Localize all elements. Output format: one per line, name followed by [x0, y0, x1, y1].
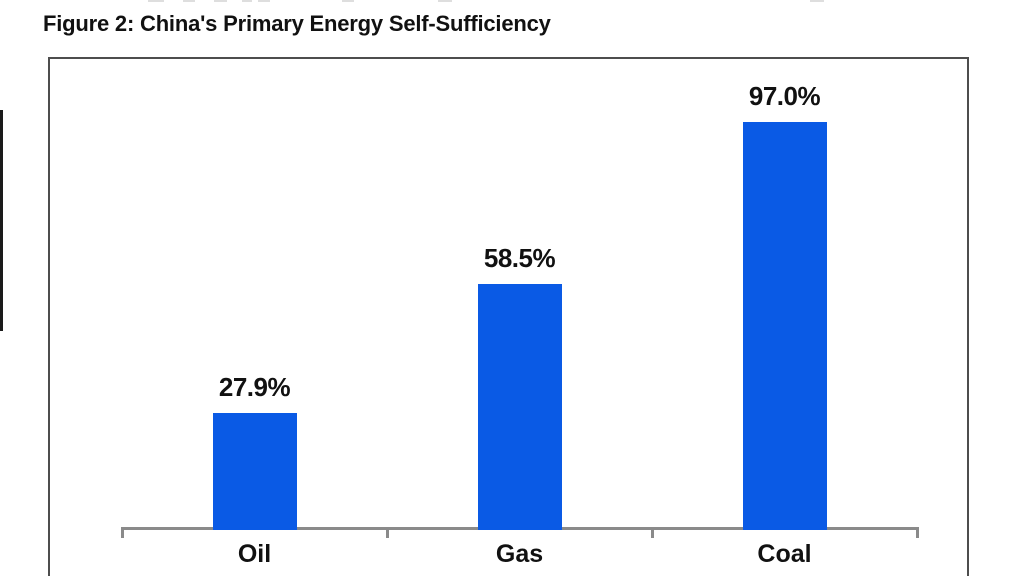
left-edge-artifact — [0, 110, 3, 331]
x-axis-tick — [385, 527, 389, 538]
bar-value-label-gas: 58.5% — [483, 243, 556, 273]
figure-title: Figure 2: China's Primary Energy Self-Su… — [43, 11, 551, 36]
bar-oil — [212, 413, 297, 530]
bar-gas — [477, 284, 562, 530]
x-axis-tick — [915, 527, 919, 538]
category-label-oil: Oil — [237, 540, 272, 568]
category-label-coal: Coal — [757, 540, 812, 568]
plot-area: 27.9% Oil 58.5% Gas 97.0% Coal — [120, 81, 919, 568]
bar-coal — [742, 122, 827, 530]
bar-value-label-coal: 97.0% — [748, 81, 821, 111]
bar-value-label-oil: 27.9% — [218, 372, 291, 402]
x-axis-tick — [650, 527, 654, 538]
category-label-gas: Gas — [495, 540, 544, 568]
x-axis-tick — [120, 527, 124, 538]
